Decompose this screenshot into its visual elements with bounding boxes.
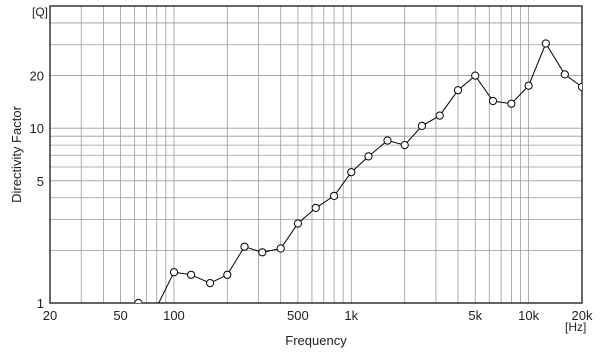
data-point (240, 242, 249, 251)
y-tick-label: 1 (37, 296, 44, 311)
data-point (507, 99, 516, 108)
data-point (293, 219, 302, 228)
x-tick-label: 20k (572, 308, 593, 323)
data-point (524, 81, 533, 90)
y-tick-label: 10 (30, 121, 44, 136)
data-point (347, 168, 356, 177)
data-point (435, 111, 444, 120)
series-layer (134, 39, 582, 303)
data-point (400, 141, 409, 150)
data-point (417, 121, 426, 131)
data-point (577, 82, 582, 92)
grid-lines (50, 6, 582, 303)
data-point (169, 268, 179, 277)
y-tick-label: 20 (30, 69, 44, 84)
y-tick-labels: 1 5 10 20 (30, 69, 44, 311)
data-point (471, 71, 480, 80)
series-line (138, 42, 582, 303)
data-point (453, 86, 463, 95)
data-point (311, 203, 320, 212)
plot-frame (49, 5, 583, 304)
x-tick-label: 50 (113, 308, 127, 323)
x-tick-label: 20 (43, 308, 57, 323)
data-point (258, 248, 267, 257)
data-point (187, 270, 196, 279)
x-tick-label: 5k (468, 308, 482, 323)
data-point (155, 302, 159, 303)
data-point (488, 96, 498, 106)
x-axis-title: Frequency (285, 333, 347, 348)
data-point (541, 39, 550, 48)
x-tick-label: 10k (518, 308, 539, 323)
x-tick-label: 100 (163, 308, 185, 323)
y-axis-title: Directivity Factor (9, 105, 24, 202)
x-tick-label: 1k (344, 308, 358, 323)
data-point (223, 270, 232, 279)
data-point (134, 298, 143, 303)
data-point (276, 244, 285, 253)
data-point (364, 152, 373, 161)
x-tick-labels: 20 50 100 500 1k 5k 10k 20k (43, 308, 593, 323)
data-point (206, 279, 215, 288)
y-unit-label: [Q] (32, 5, 48, 19)
y-tick-label: 5 (37, 174, 44, 189)
x-unit-label: [Hz] (565, 320, 586, 334)
data-point (383, 136, 392, 145)
data-series (134, 39, 582, 303)
data-point (560, 70, 569, 79)
data-point (330, 191, 339, 200)
x-tick-label: 500 (287, 308, 309, 323)
